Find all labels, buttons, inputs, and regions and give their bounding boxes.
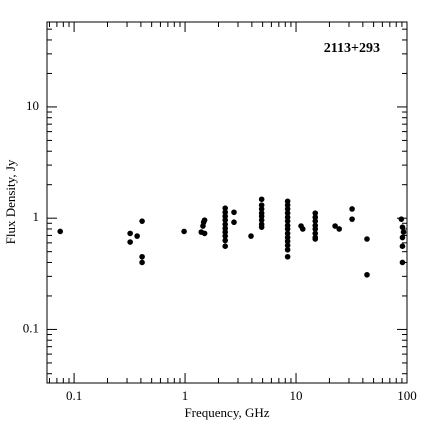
data-point <box>312 230 319 237</box>
y-tick-label: 10 <box>26 98 39 113</box>
data-point <box>284 198 291 205</box>
data-point <box>336 226 343 232</box>
data-point <box>312 218 319 224</box>
data-point <box>231 219 237 226</box>
data-point <box>284 210 291 216</box>
data-point <box>364 236 370 242</box>
data-point <box>284 238 291 245</box>
data-point <box>400 229 407 235</box>
data-point <box>284 214 291 221</box>
y-tick-label: 0.1 <box>23 320 39 335</box>
data-point <box>258 224 265 230</box>
data-point <box>127 230 133 237</box>
data-point <box>399 243 406 249</box>
y-tick-label: 1 <box>33 209 40 224</box>
x-axis-label: Frequency, GHz <box>184 405 269 420</box>
data-point <box>201 230 208 237</box>
data-point <box>284 242 291 249</box>
data-point <box>222 213 229 220</box>
data-point <box>222 243 229 249</box>
data-point <box>222 237 229 244</box>
data-point <box>312 236 319 242</box>
data-point <box>399 234 406 241</box>
data-point <box>284 253 291 260</box>
data-point <box>222 233 229 239</box>
data-point <box>349 216 355 222</box>
data-point <box>312 210 319 216</box>
data-point <box>222 221 229 228</box>
data-point <box>284 246 291 253</box>
annotation: 2113+293 <box>324 41 380 56</box>
data-point <box>349 206 355 212</box>
x-tick-label: 1 <box>182 388 189 403</box>
data-point <box>231 209 237 216</box>
data-point <box>284 230 291 237</box>
data-point <box>201 217 208 223</box>
data-point <box>399 224 406 230</box>
data-point <box>284 218 291 224</box>
data-point <box>57 228 64 235</box>
data-point <box>258 213 265 220</box>
x-tick-label: 10 <box>290 388 303 403</box>
y-axis-label: Flux Density, Jy <box>3 159 18 244</box>
data-point <box>139 259 145 266</box>
data-point <box>127 239 133 245</box>
x-tick-label: 0.1 <box>66 388 82 403</box>
data-point <box>312 226 319 232</box>
data-point <box>258 217 265 223</box>
data-point <box>284 226 291 232</box>
data-point <box>222 229 229 235</box>
data-point <box>134 233 140 239</box>
data-point <box>248 233 254 239</box>
data-point <box>139 218 145 224</box>
data-point <box>284 206 291 212</box>
data-point <box>332 223 338 229</box>
data-point <box>364 271 370 278</box>
x-tick-label: 100 <box>397 388 417 403</box>
data-point <box>222 209 229 216</box>
data-point <box>398 216 405 222</box>
data-point <box>312 214 319 221</box>
data-point <box>284 202 291 208</box>
plot-frame <box>46 21 408 384</box>
data-point <box>258 202 265 208</box>
data-point <box>139 253 145 260</box>
data-point <box>399 259 406 266</box>
data-point <box>222 205 229 211</box>
data-point <box>299 226 306 232</box>
data-point <box>181 228 187 235</box>
data-point <box>258 196 265 203</box>
data-point <box>258 206 265 212</box>
data-point <box>222 217 229 223</box>
